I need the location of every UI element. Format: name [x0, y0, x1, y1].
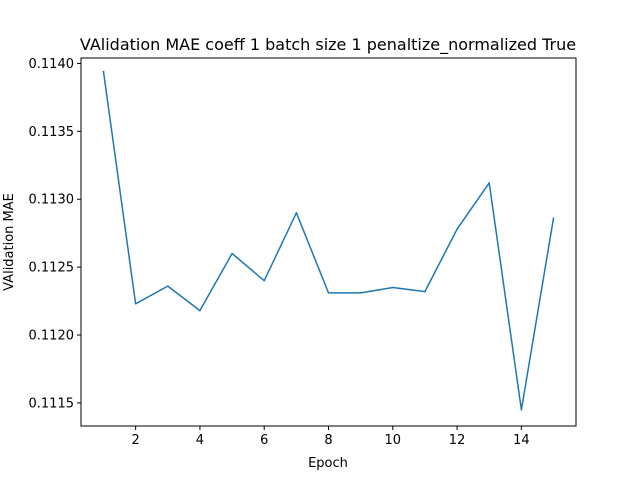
x-axis: 2 4 6 8 10 12 14: [132, 426, 530, 448]
y-tick-label: 0.1130: [29, 193, 75, 208]
y-tick-label: 0.1115: [29, 396, 75, 411]
data-point: [263, 279, 265, 282]
data-point: [199, 309, 201, 312]
series-line: [102, 70, 555, 411]
data-point: [231, 252, 233, 255]
x-tick-label: 12: [449, 433, 466, 448]
y-tick-label: 0.1140: [29, 57, 75, 72]
plot-area: [80, 57, 577, 427]
data-point: [552, 217, 555, 219]
series-layer: [102, 70, 555, 411]
y-axis-label: VAlidation MAE: [2, 193, 17, 291]
data-point: [488, 182, 490, 184]
y-axis: 0.1115 0.1120 0.1125 0.1130 0.1135 0.1140: [29, 57, 81, 411]
x-axis-label: Epoch: [308, 456, 348, 471]
y-tick-label: 0.1125: [29, 261, 75, 276]
data-point: [167, 285, 169, 287]
y-tick-label: 0.1120: [29, 329, 75, 344]
x-tick-label: 14: [513, 433, 530, 448]
x-tick-label: 6: [260, 433, 268, 448]
chart-title: VAlidation MAE coeff 1 batch size 1 pena…: [80, 35, 576, 55]
data-point: [456, 228, 458, 230]
x-tick-label: 4: [196, 433, 204, 448]
data-point: [102, 70, 105, 73]
data-point: [359, 292, 362, 294]
plot-frame: [80, 57, 577, 427]
data-point: [520, 408, 523, 411]
data-point: [327, 292, 330, 294]
data-point: [392, 286, 394, 289]
data-point: [134, 303, 137, 305]
y-tick-label: 0.1135: [29, 125, 75, 140]
data-point: [295, 212, 298, 214]
x-tick-label: 2: [132, 433, 140, 448]
x-tick-label: 8: [324, 433, 332, 448]
data-point: [424, 290, 426, 293]
x-tick-label: 10: [385, 433, 402, 448]
